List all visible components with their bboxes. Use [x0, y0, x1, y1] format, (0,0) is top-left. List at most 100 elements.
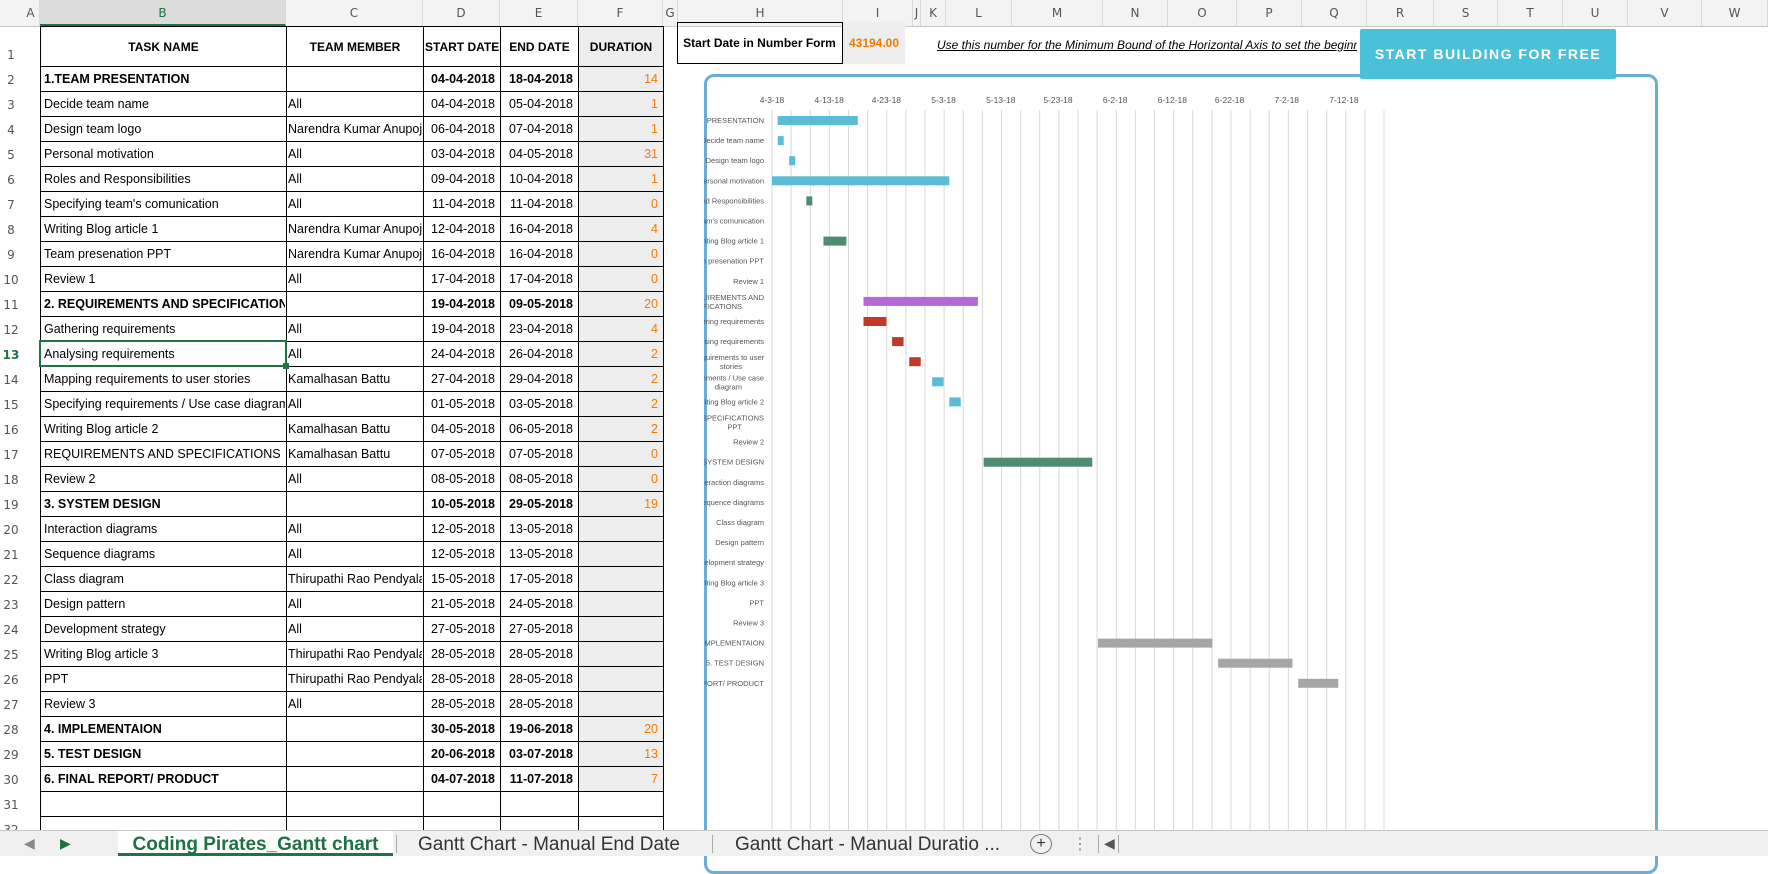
end-date-cell[interactable]: 10-04-2018: [509, 172, 573, 186]
duration-cell[interactable]: 14: [644, 72, 658, 86]
duration-cell[interactable]: 13: [644, 747, 658, 761]
duration-cell[interactable]: 31: [644, 147, 658, 161]
gantt-bar[interactable]: [1218, 658, 1293, 668]
start-date-label[interactable]: Start Date in Number Form: [677, 22, 843, 64]
start-date-cell[interactable]: 07-05-2018: [431, 447, 495, 461]
gantt-bar[interactable]: [1298, 678, 1339, 688]
team-member-cell[interactable]: All: [288, 522, 302, 536]
gantt-bar[interactable]: [772, 176, 950, 186]
next-sheet-icon[interactable]: ▶: [60, 835, 71, 851]
task-name-cell[interactable]: Review 3: [44, 697, 96, 711]
duration-cell[interactable]: 2: [651, 422, 658, 436]
header-start-date[interactable]: START DATE: [425, 40, 499, 54]
column-header-m[interactable]: M: [1012, 0, 1103, 26]
column-header-k[interactable]: K: [921, 0, 946, 26]
task-name-cell[interactable]: Review 2: [44, 472, 96, 486]
team-member-cell[interactable]: All: [288, 597, 302, 611]
task-name-cell[interactable]: Class diagram: [44, 572, 124, 586]
end-date-cell[interactable]: 23-04-2018: [509, 322, 573, 336]
gantt-bar[interactable]: [909, 357, 921, 367]
team-member-cell[interactable]: All: [288, 397, 302, 411]
scroll-left-icon[interactable]: ◀: [1104, 835, 1115, 851]
duration-cell[interactable]: [580, 642, 662, 666]
duration-cell[interactable]: [580, 667, 662, 691]
task-name-cell[interactable]: 1.TEAM PRESENTATION: [44, 72, 190, 86]
start-date-cell[interactable]: 19-04-2018: [431, 322, 495, 336]
start-date-cell[interactable]: 12-04-2018: [431, 222, 495, 236]
end-date-cell[interactable]: 26-04-2018: [509, 347, 573, 361]
gantt-bar[interactable]: [789, 156, 796, 166]
start-date-cell[interactable]: 28-05-2018: [431, 697, 495, 711]
row-number[interactable]: 7: [7, 198, 15, 212]
duration-cell[interactable]: 20: [644, 297, 658, 311]
end-date-cell[interactable]: 13-05-2018: [509, 547, 573, 561]
end-date-cell[interactable]: 08-05-2018: [509, 472, 573, 486]
row-number[interactable]: 13: [2, 348, 20, 362]
duration-cell[interactable]: 4: [651, 222, 658, 236]
end-date-cell[interactable]: 17-05-2018: [509, 572, 573, 586]
start-building-button[interactable]: START BUILDING FOR FREE: [1360, 29, 1616, 79]
gantt-bar[interactable]: [1098, 638, 1213, 648]
duration-cell[interactable]: 2: [651, 372, 658, 386]
gantt-bar[interactable]: [777, 116, 858, 125]
start-date-cell[interactable]: 19-04-2018: [431, 297, 495, 311]
axis-note[interactable]: Use this number for the Minimum Bound of…: [937, 38, 1357, 52]
team-member-cell[interactable]: All: [288, 697, 302, 711]
team-member-cell[interactable]: [288, 742, 422, 766]
task-name-cell[interactable]: Analysing requirements: [44, 347, 175, 361]
team-member-cell[interactable]: Narendra Kumar Anupoju: [288, 122, 422, 136]
tab-coding-pirates-gantt[interactable]: Coding Pirates_Gantt chart: [118, 831, 393, 856]
row-number[interactable]: 23: [3, 598, 19, 612]
row-number[interactable]: 25: [3, 648, 19, 662]
end-date-cell[interactable]: 06-05-2018: [509, 422, 573, 436]
task-name-cell[interactable]: Development strategy: [44, 622, 166, 636]
gantt-bar[interactable]: [863, 296, 978, 306]
task-name-cell[interactable]: Design pattern: [44, 597, 126, 611]
row-number[interactable]: 15: [3, 398, 19, 412]
team-member-cell[interactable]: All: [288, 472, 302, 486]
row-number[interactable]: 30: [3, 773, 19, 787]
team-member-cell[interactable]: [288, 292, 422, 316]
task-name-cell[interactable]: Specifying team's comunication: [44, 197, 219, 211]
start-date-cell[interactable]: 12-05-2018: [431, 547, 495, 561]
end-date-cell[interactable]: 16-04-2018: [509, 247, 573, 261]
end-date-cell[interactable]: 28-05-2018: [509, 647, 573, 661]
start-date-cell[interactable]: 04-04-2018: [431, 97, 495, 111]
duration-cell[interactable]: 20: [644, 722, 658, 736]
header-end-date[interactable]: END DATE: [509, 40, 570, 54]
fill-handle[interactable]: [283, 363, 289, 369]
duration-cell[interactable]: 1: [651, 97, 658, 111]
column-header-e[interactable]: E: [500, 0, 578, 26]
task-name-cell[interactable]: Interaction diagrams: [44, 522, 158, 536]
duration-cell[interactable]: 1: [651, 122, 658, 136]
column-header-o[interactable]: O: [1168, 0, 1237, 26]
end-date-cell[interactable]: 18-04-2018: [509, 72, 573, 86]
team-member-cell[interactable]: All: [288, 147, 302, 161]
end-date-cell[interactable]: 07-04-2018: [509, 122, 573, 136]
task-name-cell[interactable]: PPT: [44, 672, 69, 686]
duration-cell[interactable]: 0: [651, 472, 658, 486]
end-date-cell[interactable]: 05-04-2018: [509, 97, 573, 111]
start-date-cell[interactable]: 27-05-2018: [431, 622, 495, 636]
task-name-cell[interactable]: Review 1: [44, 272, 96, 286]
row-number[interactable]: 11: [3, 298, 19, 312]
row-number[interactable]: 14: [3, 373, 19, 387]
row-number[interactable]: 8: [7, 223, 15, 237]
gantt-bar[interactable]: [823, 236, 847, 246]
start-date-cell[interactable]: 30-05-2018: [431, 722, 495, 736]
column-header-h[interactable]: H: [678, 0, 843, 26]
row-number[interactable]: 31: [3, 798, 19, 812]
start-date-cell[interactable]: 04-05-2018: [431, 422, 495, 436]
row-number[interactable]: 17: [3, 448, 19, 462]
team-member-cell[interactable]: All: [288, 547, 302, 561]
end-date-cell[interactable]: 16-04-2018: [509, 222, 573, 236]
column-header-u[interactable]: U: [1563, 0, 1628, 26]
column-header-j[interactable]: J: [913, 0, 921, 26]
task-name-cell[interactable]: Team presenation PPT: [44, 247, 172, 261]
task-name-cell[interactable]: Mapping requirements to user stories: [44, 372, 251, 386]
task-name-cell[interactable]: Personal motivation: [44, 147, 154, 161]
header-task-name[interactable]: TASK NAME: [128, 40, 199, 54]
duration-cell[interactable]: 0: [651, 247, 658, 261]
end-date-cell[interactable]: 03-07-2018: [509, 747, 573, 761]
duration-cell[interactable]: [580, 692, 662, 716]
